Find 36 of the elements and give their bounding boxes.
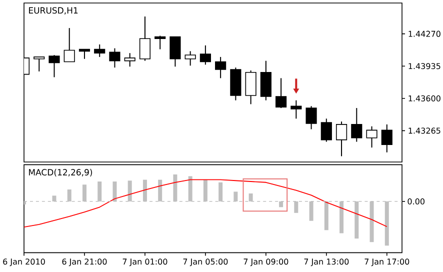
candlestick [154,35,166,50]
candlestick [245,70,256,105]
candlestick [276,78,287,109]
candlestick [306,106,317,130]
candlestick [170,36,181,68]
candlestick [215,56,226,79]
x-tick-label: 7 Jan 17:00 [364,258,410,266]
y-tick-label: 1.43600 [408,95,440,102]
x-tick-label: 7 Jan 13:00 [304,258,349,266]
candlestick [184,50,196,66]
candlestick [124,52,136,68]
candlestick [94,44,106,58]
x-tick-label: 7 Jan 05:00 [183,258,228,266]
candlestick [336,121,348,157]
candlestick [139,16,150,62]
candlestick [64,28,75,62]
candlestick [34,56,45,72]
candlestick [381,124,392,153]
chart-title: MACD(12,26,9) [29,168,92,176]
x-tick-label: 6 Jan 2010 [3,258,45,266]
candlestick [109,48,120,68]
ref-line-label: 0.00 [408,198,424,204]
candlestick [78,48,90,60]
y-tick-label: 1.43265 [408,128,440,134]
candlestick [320,118,332,142]
candlestick [200,44,211,66]
y-tick-label: 1.44270 [408,30,440,37]
y-tick-label: 1.43935 [408,63,440,70]
candlestick [48,54,60,78]
candlestick [351,108,362,142]
x-tick-label: 6 Jan 21:00 [62,258,107,266]
x-tick-label: 7 Jan 09:00 [244,258,288,266]
x-tick-label: 7 Jan 01:00 [122,258,168,266]
candlestick [290,100,302,120]
candlestick [366,126,378,148]
chart-title: EURUSD,H1 [29,7,78,14]
